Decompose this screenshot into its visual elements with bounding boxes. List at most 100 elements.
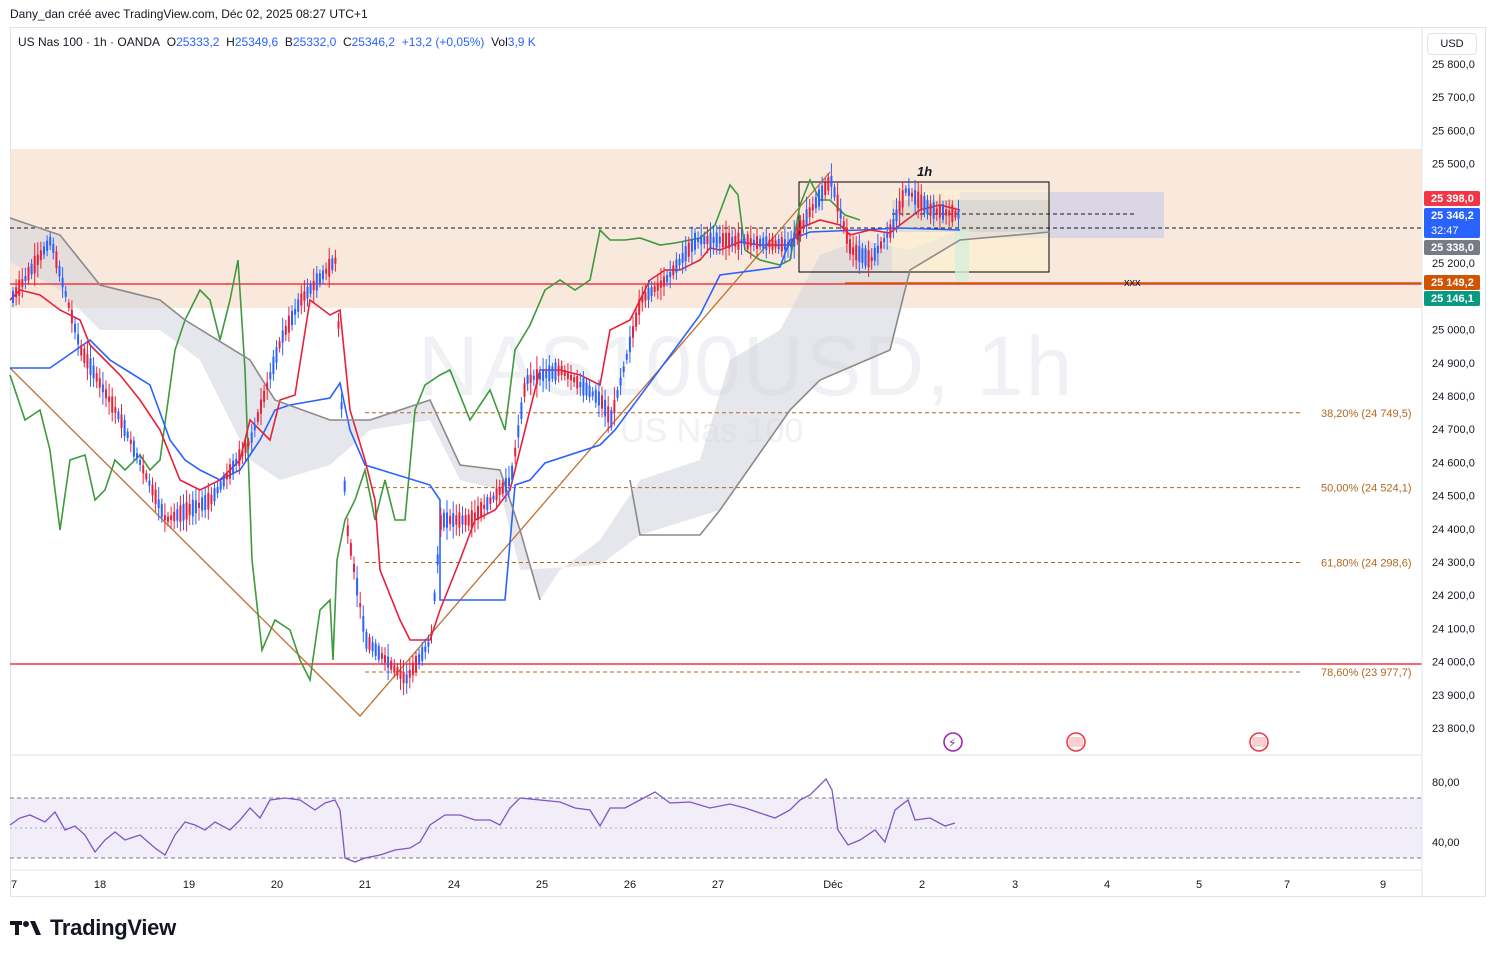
candle-body — [43, 246, 45, 255]
candle-body — [163, 515, 166, 521]
time-tick-label: Déc — [823, 879, 843, 891]
candle-body — [384, 655, 386, 663]
candle-body — [570, 374, 572, 381]
time-tick-label: 20 — [271, 879, 283, 891]
flag-stripes-1 — [1069, 737, 1083, 747]
time-tick-label: 26 — [624, 879, 636, 891]
candle-body — [80, 345, 83, 356]
candle-body — [681, 252, 684, 263]
candle-body — [839, 209, 842, 219]
candle-body — [545, 370, 548, 379]
candles — [12, 163, 960, 696]
candle-body — [942, 204, 944, 220]
candle-body — [377, 645, 380, 660]
candle-body — [920, 194, 923, 210]
candle-body — [439, 514, 442, 530]
candle-body — [297, 299, 300, 312]
candle-body — [198, 502, 200, 508]
brand[interactable]: TradingView — [10, 915, 176, 941]
price-badge-label: 25 398,0 — [1431, 193, 1474, 205]
candle-body — [408, 670, 411, 678]
candle-body — [30, 263, 33, 275]
candle-body — [641, 295, 644, 303]
candle-body — [365, 632, 368, 649]
volume-label: Vol — [491, 35, 508, 49]
candle-body — [690, 239, 693, 252]
candle-body — [653, 286, 656, 292]
candle-body — [303, 291, 306, 301]
candle-body — [762, 237, 765, 249]
time-tick-label: 7 — [11, 879, 17, 891]
candle-body — [98, 378, 101, 388]
candle-body — [948, 210, 951, 216]
candle-body — [194, 500, 197, 514]
candle-body — [101, 384, 104, 393]
candle-body — [585, 382, 588, 396]
candle-body — [123, 419, 126, 437]
candle-body — [157, 499, 160, 509]
candle-body — [458, 512, 461, 528]
candle-body — [647, 288, 650, 300]
candle-body — [551, 366, 554, 379]
rsi-axis[interactable]: 80,00 40,00 — [1432, 777, 1460, 849]
candle-body — [849, 239, 851, 254]
candle-body — [526, 375, 529, 384]
timeframe-label: 1h — [917, 164, 932, 179]
currency-button[interactable]: USD — [1427, 33, 1477, 55]
lightning-icon[interactable] — [943, 732, 963, 752]
candle-body — [114, 407, 117, 413]
candle-body — [625, 353, 628, 360]
candle-body — [275, 347, 278, 363]
candle-body — [805, 209, 808, 227]
candle-body — [821, 185, 824, 202]
candle-body — [787, 241, 789, 248]
candle-body — [632, 326, 634, 338]
candle-body — [362, 615, 365, 632]
candle-body — [201, 497, 204, 511]
candle-body — [926, 200, 929, 215]
candle-body — [852, 247, 855, 255]
time-axis[interactable]: 7 18 19 20 21 24 25 26 27 Déc 2 3 4 5 7 9 — [11, 879, 1386, 891]
candle-body — [77, 334, 80, 345]
candle-body — [855, 244, 858, 261]
candle-body — [864, 248, 867, 267]
candle-body — [616, 390, 619, 398]
candle-body — [204, 495, 207, 511]
candle-body — [923, 196, 926, 214]
price-tick-label: 23 800,0 — [1432, 723, 1475, 735]
fib-label: 38,20% (24 749,5) — [1321, 408, 1412, 420]
open-value: 25333,2 — [176, 35, 220, 49]
candle-body — [105, 389, 107, 399]
price-axis[interactable]: 25 800,0 25 700,0 25 600,0 25 500,0 25 200,0… — [1432, 59, 1475, 735]
candle-body — [588, 385, 591, 398]
candle-body — [182, 503, 185, 521]
candle-body — [619, 377, 622, 386]
candle-body — [185, 502, 188, 520]
candle-body — [374, 643, 377, 656]
time-tick-label: 27 — [712, 879, 724, 891]
price-tick-label: 24 500,0 — [1432, 491, 1475, 503]
candle-body — [470, 510, 473, 529]
candle-body — [597, 391, 600, 406]
candle-body — [901, 190, 904, 208]
candle-body — [477, 505, 479, 521]
candle-body — [111, 396, 114, 413]
fib-levels: 38,20% (24 749,5) 50,00% (24 524,1) 61,80%… — [365, 408, 1412, 679]
time-tick-label: 25 — [536, 879, 548, 891]
candle-body — [396, 667, 399, 676]
candle-body — [312, 280, 315, 291]
symbol-label[interactable]: US Nas 100 · 1h · OANDA — [18, 35, 161, 49]
candle-body — [24, 275, 27, 281]
candle-body — [737, 232, 740, 250]
candle-body — [604, 399, 607, 417]
candle-body — [876, 246, 879, 254]
time-tick-label: 2 — [919, 879, 925, 891]
candle-body — [64, 290, 67, 297]
lightning-glyph: ⚡ — [948, 736, 956, 750]
candle-body — [191, 499, 194, 517]
candle-body — [27, 267, 30, 281]
low-value: 25332,0 — [292, 35, 337, 49]
price-badges: 25 398,0 25 346,2 32:47 25 338,0 25 149,2 25 … — [1424, 191, 1480, 306]
candle-body — [932, 202, 935, 219]
